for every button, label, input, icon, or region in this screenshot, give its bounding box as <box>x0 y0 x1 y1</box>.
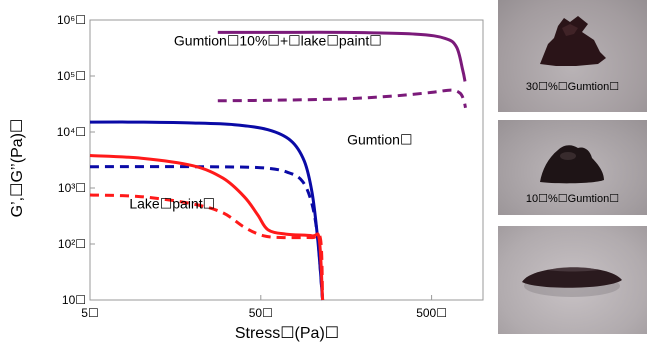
x-tick-label: 50☐ <box>249 306 273 320</box>
y-tick-label: 10²☐ <box>58 237 86 251</box>
y-axis-label: G’,☐G’’(Pa)☐ <box>9 119 26 218</box>
photo-caption-1: 30☐%☐Gumtion☐ <box>525 81 620 93</box>
photo-10-percent-gumtion: 10☐%☐Gumtion☐ <box>498 120 647 215</box>
y-tick-label: 10⁴☐ <box>57 125 86 139</box>
x-tick-label: 5☐ <box>81 306 98 320</box>
series-line-lake-loss <box>89 193 325 301</box>
blob-highlight <box>560 152 576 160</box>
annotation-gumtion: Gumtion☐ <box>347 131 412 147</box>
drop-flat-shape <box>522 267 622 288</box>
rheology-chart: 5☐ 50☐ 500☐ 10☐ 10²☐ 10³☐ 10⁴☐ 10⁵☐ 10⁶☐ Gumtio… <box>9 13 484 342</box>
series-line-lake-storage <box>89 154 325 301</box>
photo-30-percent-gumtion: 30☐%☐Gumtion☐ <box>498 0 647 112</box>
series-line-gumtion10_lake-loss <box>217 88 467 109</box>
drop-highlight <box>548 267 598 272</box>
x-axis-ticks: 5☐ 50☐ 500☐ <box>81 295 447 320</box>
series-line-gumtion-storage <box>89 120 325 301</box>
y-axis-ticks: 10☐ 10²☐ 10³☐ 10⁴☐ 10⁵☐ 10⁶☐ <box>57 13 95 307</box>
photo-flat-drop <box>498 226 647 334</box>
annotation-lake: Lake☐paint☐ <box>129 196 215 212</box>
blob-mound-shape <box>540 145 604 184</box>
annotation-layer: Gumtion☐10%☐+☐lake☐paint☐ Gumtion☐ Lake☐pa… <box>129 33 412 212</box>
blob-irregular-shape <box>540 16 606 66</box>
x-axis-label: Stress☐(Pa)☐ <box>235 325 339 342</box>
y-tick-label: 10☐ <box>62 293 86 307</box>
y-tick-label: 10⁶☐ <box>57 13 86 27</box>
photo-caption-2: 10☐%☐Gumtion☐ <box>525 193 620 205</box>
series-line-gumtion10_lake-storage <box>217 30 467 82</box>
y-tick-label: 10³☐ <box>58 181 86 195</box>
y-tick-label: 10⁵☐ <box>57 69 86 83</box>
annotation-gumtion10_lake: Gumtion☐10%☐+☐lake☐paint☐ <box>174 33 382 49</box>
series-layer <box>89 30 467 301</box>
blob-highlight <box>562 24 578 36</box>
x-tick-label: 500☐ <box>416 306 447 320</box>
plot-frame <box>89 19 484 301</box>
